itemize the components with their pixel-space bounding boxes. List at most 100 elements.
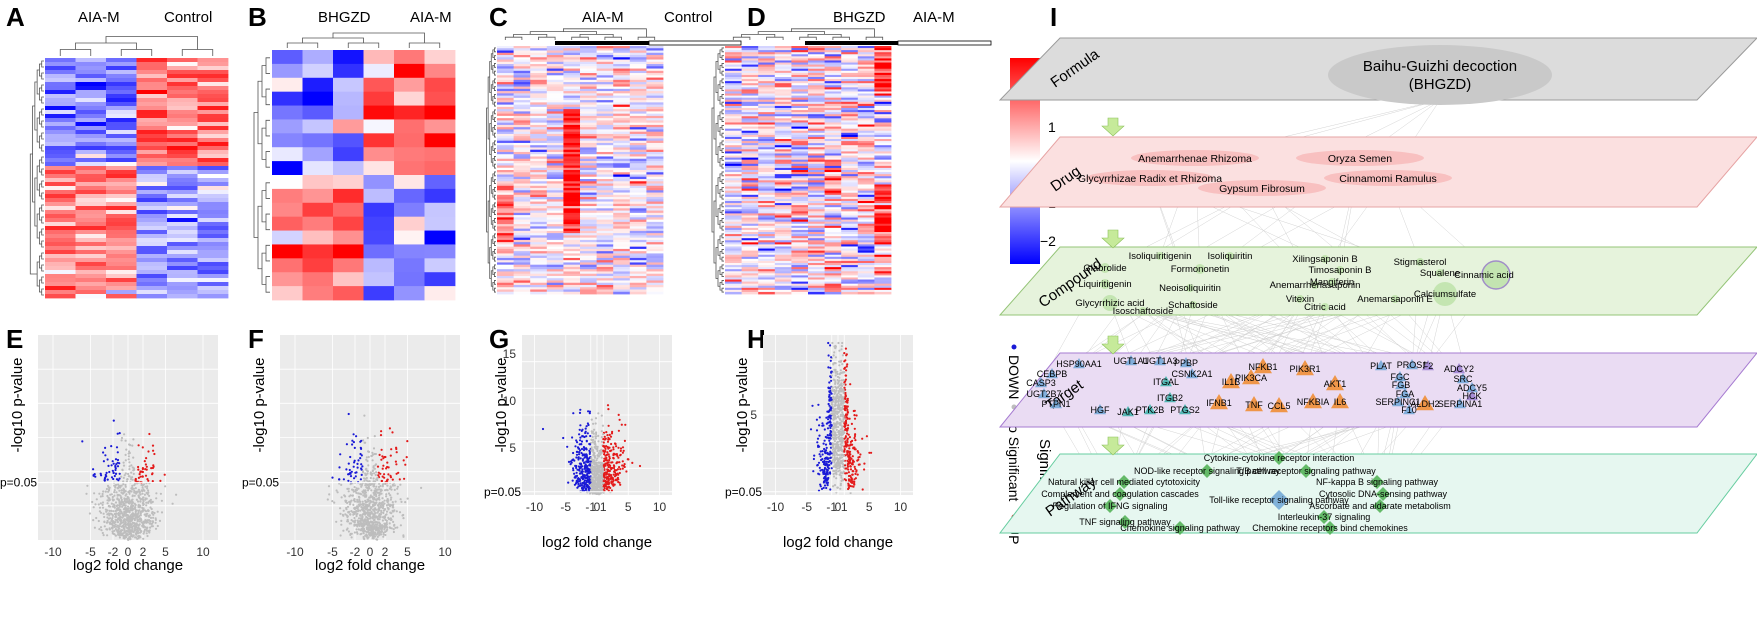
heatmap-cell <box>791 112 809 115</box>
heatmap-cell <box>596 199 614 202</box>
heatmap-cell <box>824 277 842 280</box>
heatmap-cell <box>841 184 859 187</box>
volcano-point <box>128 502 131 505</box>
dendrogram-branch <box>504 36 523 40</box>
volcano-point <box>380 479 384 483</box>
dendrogram-branch <box>59 49 92 56</box>
heatmap-cell <box>725 52 742 55</box>
heatmap-cell <box>513 239 531 243</box>
heatmap-cell <box>841 285 859 289</box>
heatmap-cell <box>741 182 759 185</box>
heatmap-cell <box>629 291 647 295</box>
dendrogram-branch <box>711 107 714 233</box>
heatmap-cell <box>841 271 859 274</box>
heatmap-cell <box>874 203 892 206</box>
heatmap-cell <box>513 266 531 270</box>
heatmap-cell <box>497 239 514 243</box>
heatmap-cell <box>596 264 614 268</box>
panel-letter-e: E <box>6 324 23 354</box>
heatmap-cell <box>530 133 548 137</box>
heatmap-cell <box>841 46 859 49</box>
heatmap-cell <box>530 46 548 49</box>
heatmap-cell <box>530 118 548 121</box>
volcano-point <box>396 492 399 495</box>
heatmap-cell <box>513 289 531 293</box>
heatmap-cell <box>791 260 809 264</box>
heatmap-cell <box>824 48 842 51</box>
heatmap-cell <box>197 78 229 83</box>
heatmap-cell <box>613 151 631 155</box>
heatmap-cell <box>857 207 875 210</box>
heatmap-cell <box>824 211 842 214</box>
heatmap-cell <box>857 209 875 212</box>
heatmap-cell <box>497 269 514 272</box>
heatmap-cell <box>857 174 875 177</box>
volcano-point <box>341 513 344 517</box>
heatmap-cell <box>725 271 742 274</box>
volcano-point <box>145 497 148 500</box>
heatmap-cell <box>774 194 792 198</box>
volcano-point <box>129 526 132 529</box>
heatmap-cell <box>774 170 792 173</box>
heatmap-cell <box>725 66 742 70</box>
volcano-point <box>384 533 387 537</box>
volcano-point <box>118 432 121 435</box>
heatmap-cell <box>497 271 514 275</box>
heatmap-cell <box>167 230 198 235</box>
heatmap-cell <box>874 248 892 251</box>
heatmap-cell <box>774 116 792 119</box>
heatmap-cell <box>874 110 892 113</box>
heatmap-cell <box>530 192 548 196</box>
heatmap-cell <box>629 183 647 187</box>
dendrogram-branch <box>41 120 44 128</box>
volcano-point <box>105 471 108 474</box>
heatmap-cell <box>563 289 581 293</box>
heatmap-cell <box>808 155 825 158</box>
heatmap-cell <box>774 246 792 249</box>
volcano-point <box>373 452 376 456</box>
volcano-point <box>120 489 123 492</box>
heatmap-cell <box>197 134 229 139</box>
volcano-point <box>154 527 158 530</box>
heatmap-cell <box>596 257 614 261</box>
heatmap-cell <box>791 291 809 295</box>
heatmap-cell <box>857 219 875 223</box>
heatmap-cell <box>791 120 809 123</box>
heatmap-cell <box>546 185 564 189</box>
volcano-point <box>367 500 370 503</box>
heatmap-cell <box>725 174 742 177</box>
heatmap-cell <box>580 239 597 243</box>
heatmap-cell <box>841 221 859 225</box>
heatmap-cell <box>45 74 76 79</box>
heatmap-cell <box>75 214 107 219</box>
heatmap-cell <box>596 197 614 200</box>
heatmap-cell <box>580 172 597 175</box>
volcano-point <box>578 443 581 446</box>
heatmap-cell <box>167 178 198 183</box>
dendrogram-branch <box>41 216 44 224</box>
volcano-point <box>109 517 112 520</box>
heatmap-cell <box>45 182 76 187</box>
heatmap-cell <box>824 207 842 210</box>
heatmap-cell <box>75 246 107 251</box>
volcano-point <box>371 451 374 454</box>
volcano-point <box>376 523 379 526</box>
heatmap-cell <box>596 122 614 126</box>
heatmap-cell <box>45 226 76 231</box>
volcano-point <box>120 510 123 513</box>
heatmap-cell <box>824 114 842 117</box>
volcano-point <box>359 509 362 512</box>
heatmap-cell <box>629 215 647 218</box>
volcano-point <box>372 477 375 480</box>
volcano-point <box>102 460 105 463</box>
heatmap-cell <box>563 210 581 214</box>
heatmap-cell <box>774 258 792 262</box>
heatmap-cell <box>791 126 809 130</box>
heatmap-cell <box>530 257 548 261</box>
heatmap-cell <box>613 291 631 295</box>
volcano-point <box>386 478 389 481</box>
heatmap-cell <box>197 110 229 115</box>
heatmap-cell <box>824 198 842 202</box>
heatmap-cell <box>546 190 564 193</box>
